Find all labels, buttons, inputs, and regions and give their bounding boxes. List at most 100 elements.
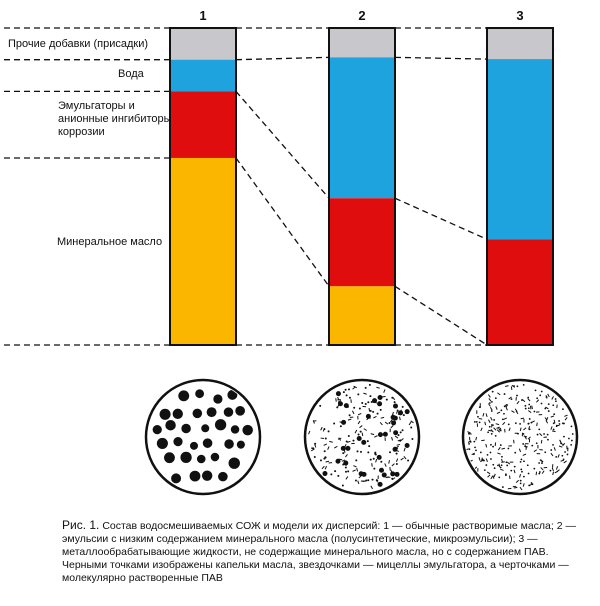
surfactant-dash [353,465,357,468]
surfactant-dash [503,403,508,407]
micelle [492,445,494,448]
surfactant-dash [539,448,543,451]
micelle [514,422,517,425]
micelle [356,450,359,453]
surfactant-dash [363,392,367,395]
surfactant-dash [522,453,527,456]
surfactant-dash [528,426,531,430]
surfactant-dash [397,412,402,415]
surfactant-dash [366,414,370,418]
oil-droplet [189,441,198,450]
surfactant-dash [397,439,402,442]
micelle [468,442,470,445]
micelle [353,406,356,409]
micelle [513,465,516,468]
micelle [564,451,567,453]
micelle [501,455,503,458]
surfactant-dash [375,458,378,463]
micelle [374,453,377,456]
micelle [397,434,400,437]
micelle [534,389,537,392]
micelle [552,443,554,446]
micelle [366,440,369,443]
column-outline-2 [328,27,396,346]
oil-droplet [372,398,378,404]
micelle [519,460,522,463]
caption-prefix: Рис. 1. [62,518,100,532]
segment-mineral_oil-col-1 [170,157,236,345]
micelle [391,396,394,399]
surfactant-dash [495,423,500,426]
micelle [369,458,372,461]
micelle [473,440,476,443]
surfactant-dash [505,406,508,411]
micelle [333,422,336,425]
micelle [555,455,558,458]
surfactant-dash [514,408,518,412]
micelle [519,482,522,485]
micelle [335,459,338,462]
surfactant-dash [465,448,469,451]
micelle [474,446,476,449]
surfactant-dash [482,412,485,417]
surfactant-dash [403,447,406,452]
surfactant-dash [383,389,386,393]
surfactant-dash [384,463,387,467]
micelle [494,397,497,400]
micelle [501,486,504,488]
surfactant-dash [481,457,483,462]
micelle [345,440,348,443]
micelle [550,449,553,451]
surfactant-dash [390,469,393,474]
micelle [493,467,496,470]
oil-droplet [376,454,382,460]
micelle [401,405,404,408]
surfactant-dash [475,436,478,441]
oil-droplet [172,408,183,419]
label-additives: Прочие добавки (присадки) [8,38,149,50]
surfactant-dash [522,483,525,487]
micelle [346,405,349,408]
micelle [527,472,530,475]
surfactant-dash [345,453,348,458]
surfactant-dash [505,404,509,408]
surfactant-dash [518,448,522,453]
segment-emulsifiers-col-2 [329,198,395,287]
surfactant-dash [550,415,555,418]
micelle [528,403,531,406]
surfactant-dash [324,465,328,470]
micelle [354,479,357,482]
micelle [407,459,410,462]
surfactant-dash [551,467,554,472]
surfactant-dash [467,431,471,434]
surfactant-dash [391,463,395,467]
micelle [519,423,521,425]
oil-droplet [390,471,396,477]
oil-droplet [230,425,240,434]
surfactant-dash [505,385,509,388]
oil-droplet [356,435,362,441]
dashed-connectors [4,27,488,346]
micelle [505,473,507,476]
surfactant-dash [320,426,323,431]
surfactant-dash [540,439,543,444]
surfactant-dash [550,426,553,430]
surfactant-dash [515,410,519,415]
micelle [388,422,391,425]
surfactant-dash [323,443,327,446]
micelle [516,394,518,397]
oil-droplet [335,391,341,397]
surfactant-dash [519,474,521,478]
figure-caption: Рис. 1. Состав водосмешиваемых СОЖ и мод… [62,519,582,585]
model-outline [303,378,421,496]
surfactant-dash [489,406,493,411]
micelle [563,435,565,438]
micelle [477,415,479,418]
micelle [505,461,508,464]
micelle [540,402,543,405]
oil-droplet [156,437,168,449]
surfactant-dash [519,486,523,491]
micelle [361,402,364,405]
micelle [348,396,351,399]
composition-columns [169,27,554,346]
